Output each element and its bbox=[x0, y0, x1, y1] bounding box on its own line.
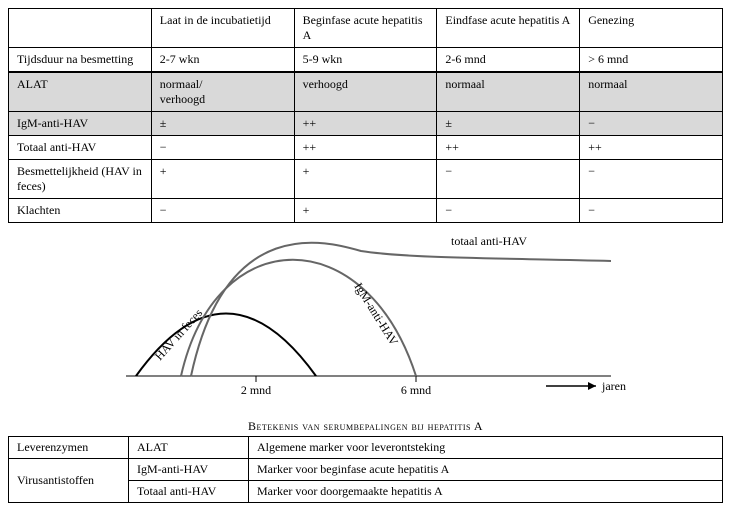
phase-table: Laat in de incubatietijdBeginfase acute … bbox=[8, 8, 723, 223]
phase-cell: − bbox=[580, 199, 723, 223]
phase-header: Laat in de incubatietijd bbox=[151, 9, 294, 48]
phase-header-empty bbox=[9, 9, 152, 48]
phase-row-label: Besmettelijkheid (HAV in feces) bbox=[9, 160, 152, 199]
meaning-group-label: Virusantistoffen bbox=[9, 459, 129, 503]
phase-cell: + bbox=[294, 160, 437, 199]
svg-text:jaren: jaren bbox=[601, 379, 626, 393]
phase-cell: 5-9 wkn bbox=[294, 48, 437, 73]
phase-cell: ± bbox=[437, 112, 580, 136]
phase-cell: − bbox=[437, 199, 580, 223]
phase-cell: − bbox=[580, 112, 723, 136]
phase-cell: normaal bbox=[580, 72, 723, 112]
phase-cell: ++ bbox=[294, 136, 437, 160]
phase-cell: − bbox=[437, 160, 580, 199]
phase-header: Genezing bbox=[580, 9, 723, 48]
serology-chart: 2 mnd6 mndHAV in fecesIgM-anti-HAVtotaal… bbox=[106, 231, 626, 411]
meaning-marker-desc: Marker voor beginfase acute hepatitis A bbox=[249, 459, 723, 481]
phase-cell: − bbox=[151, 199, 294, 223]
phase-cell: 2-6 mnd bbox=[437, 48, 580, 73]
phase-cell: − bbox=[151, 136, 294, 160]
phase-cell: ++ bbox=[437, 136, 580, 160]
meaning-table-title: Betekenis van serumbepalingen bij hepati… bbox=[8, 419, 723, 434]
phase-cell: + bbox=[151, 160, 294, 199]
meaning-marker-name: ALAT bbox=[129, 437, 249, 459]
phase-row-label: Klachten bbox=[9, 199, 152, 223]
phase-cell: verhoogd bbox=[294, 72, 437, 112]
phase-header: Beginfase acute hepatitis A bbox=[294, 9, 437, 48]
phase-cell: normaal/ verhoogd bbox=[151, 72, 294, 112]
phase-cell: ± bbox=[151, 112, 294, 136]
phase-cell: ++ bbox=[580, 136, 723, 160]
phase-cell: + bbox=[294, 199, 437, 223]
phase-cell: 2-7 wkn bbox=[151, 48, 294, 73]
svg-text:2 mnd: 2 mnd bbox=[240, 383, 270, 397]
phase-cell: ++ bbox=[294, 112, 437, 136]
phase-cell: − bbox=[580, 160, 723, 199]
meaning-marker-desc: Algemene marker voor leverontsteking bbox=[249, 437, 723, 459]
meaning-group-label: Leverenzymen bbox=[9, 437, 129, 459]
meaning-marker-name: Totaal anti-HAV bbox=[129, 481, 249, 503]
phase-row-label: Tijdsduur na besmetting bbox=[9, 48, 152, 73]
phase-header: Eindfase acute hepatitis A bbox=[437, 9, 580, 48]
phase-cell: > 6 mnd bbox=[580, 48, 723, 73]
phase-row-label: ALAT bbox=[9, 72, 152, 112]
meaning-table: LeverenzymenALATAlgemene marker voor lev… bbox=[8, 436, 723, 503]
phase-row-label: IgM-anti-HAV bbox=[9, 112, 152, 136]
phase-cell: normaal bbox=[437, 72, 580, 112]
svg-text:totaal anti-HAV: totaal anti-HAV bbox=[451, 234, 527, 248]
svg-text:6 mnd: 6 mnd bbox=[400, 383, 430, 397]
phase-row-label: Totaal anti-HAV bbox=[9, 136, 152, 160]
meaning-marker-name: IgM-anti-HAV bbox=[129, 459, 249, 481]
meaning-marker-desc: Marker voor doorgemaakte hepatitis A bbox=[249, 481, 723, 503]
